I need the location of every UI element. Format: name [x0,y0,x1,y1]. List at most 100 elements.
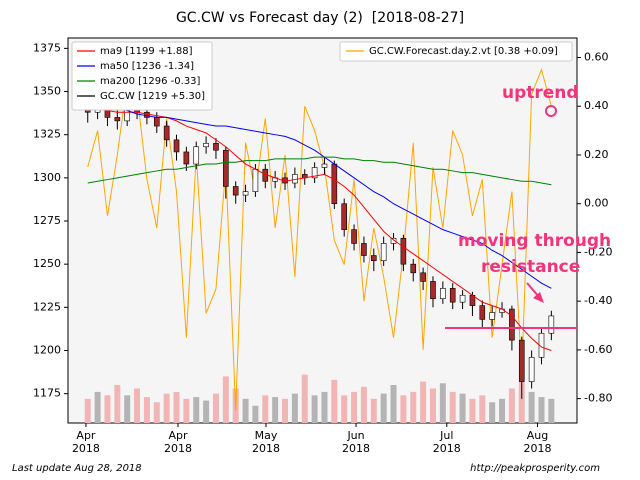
candle-body [252,168,259,192]
footer-right: http://peakprosperity.com [470,463,600,474]
x-tick-label: Jun 2018 [342,429,371,455]
footer-left: Last update Aug 28, 2018 [12,463,142,474]
volume-bar [291,393,298,423]
candle-body [213,143,219,151]
candle-body [370,255,377,262]
line-series [87,156,552,186]
annotation: resistance [481,257,580,277]
candle-body [548,315,555,334]
volume-bar [104,395,111,423]
volume-bar [341,395,348,423]
y-tick-label: 1375 [33,41,61,54]
candle-body [183,151,190,165]
y2-tick-label: 0.60 [584,50,609,63]
y-tick-label: 1325 [33,128,61,141]
y2-tick-label: 0.00 [584,197,609,210]
volume-bar [183,398,190,423]
candle-body [331,163,338,205]
candle-body [163,125,170,141]
candle-body [203,143,209,148]
candle-body [489,312,495,320]
y-tick-label: 1225 [33,300,61,313]
volume-bar [321,391,328,423]
volume-bar [203,400,210,423]
annotation: moving through [458,231,611,251]
candle-body [153,117,160,127]
volume-bar [193,397,200,423]
y2-tick-label: -0.60 [584,343,612,356]
volume-bar [528,391,535,423]
candle-body [311,167,318,179]
candle-body [430,281,436,299]
volume-bar [449,391,456,423]
y-tick-label: 1300 [33,171,61,184]
volume-bar [370,398,377,423]
legend-label: ma50 [1236 -1.34] [100,61,194,72]
volume-bar [301,374,308,423]
candle-body [193,146,200,165]
candle-body [459,294,466,303]
y2-tick-label: 0.40 [584,99,609,112]
candle-body [351,229,357,244]
y-tick-label: 1200 [33,343,61,356]
volume-bar [282,398,289,423]
volume-bar [479,395,486,423]
y-tick-label: 1250 [33,257,61,270]
candle-body [449,288,456,303]
volume-bar [242,398,249,423]
volume-bar [508,388,515,423]
candle-body [361,243,367,256]
volume-bar [420,381,427,423]
x-tick-label: Apr 2018 [163,429,192,455]
volume-bar [134,388,141,423]
candle-body [420,272,426,282]
annotation-circle [545,105,557,117]
volume-bar [351,391,358,423]
candle-body [223,149,229,187]
candle-body [528,357,535,382]
candle-body [380,243,387,262]
y-tick-label: 1275 [33,214,61,227]
volume-bar [499,398,506,423]
volume-bar [548,398,555,423]
volume-bar [429,388,436,423]
candle-body [509,308,515,341]
legend: ma9 [1199 +1.88] ma50 [1236 -1.34] ma200 [… [71,41,213,111]
y2-tick-label: -0.20 [584,245,612,258]
volume-bar [163,393,170,423]
volume-bar [360,386,367,423]
volume-bar [538,397,545,423]
candle-body [144,111,150,118]
y-tick-label: 1175 [33,387,61,400]
legend-box [339,41,573,62]
volume-bar [459,393,466,423]
candle-body [479,305,486,320]
volume-bar [489,402,496,423]
volume-bar [400,395,407,423]
legend-box [71,41,213,111]
annotation: uptrend [502,83,579,103]
volume-bar [469,398,476,423]
volume-bar [439,383,446,423]
line-series [87,99,552,289]
candle-body [242,191,249,196]
annotation-arrowhead [533,292,544,303]
candle-body [232,186,239,196]
candle-body [400,237,407,265]
volume-bar [94,391,101,423]
volume-bar [173,391,180,423]
legend-label: GC.CW [1219 +5.30] [100,91,205,102]
volume-bar [410,391,417,423]
volume-bar [380,393,387,423]
candle-body [173,139,180,153]
candle-body [410,263,417,274]
volume-bar [124,395,131,423]
legend-label: ma9 [1199 +1.88] [100,46,193,57]
candle-body [440,288,446,299]
y-tick-label: 1350 [33,85,61,98]
volume-bar [272,397,279,423]
volume-bar [311,395,318,423]
volume-bar [143,397,150,423]
candle-body [390,237,397,244]
